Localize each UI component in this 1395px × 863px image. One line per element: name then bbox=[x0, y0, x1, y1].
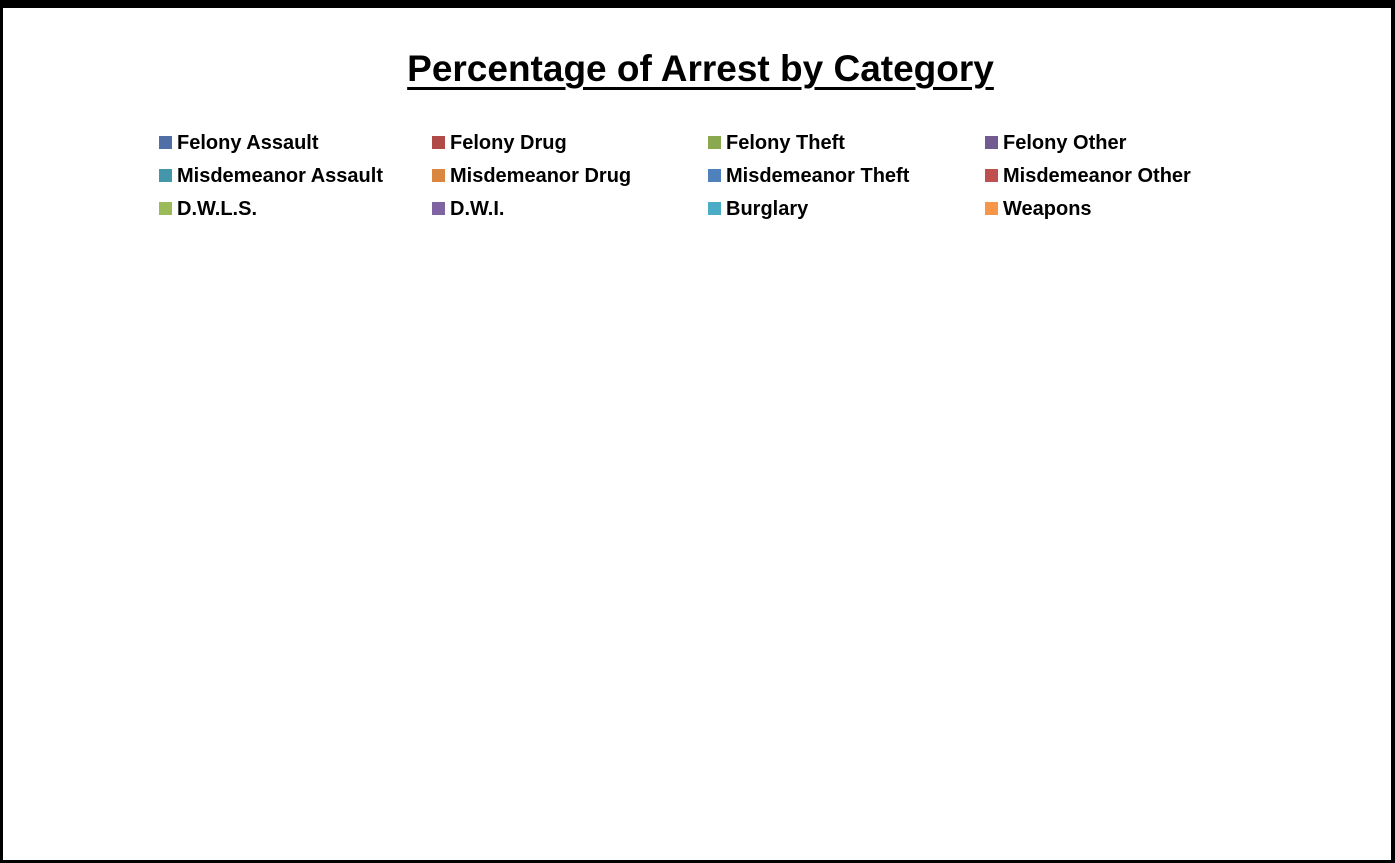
legend-entry: Weapons bbox=[985, 197, 1275, 221]
legend-label: Weapons bbox=[1003, 197, 1092, 221]
legend-label: D.W.I. bbox=[450, 197, 504, 221]
legend-label: Felony Other bbox=[1003, 131, 1126, 155]
legend-label: Felony Assault bbox=[177, 131, 319, 155]
legend-entry: Misdemeanor Assault bbox=[159, 164, 432, 188]
plot-area bbox=[15, 268, 1385, 858]
legend-swatch bbox=[985, 136, 998, 149]
legend-swatch bbox=[708, 136, 721, 149]
legend-label: Misdemeanor Assault bbox=[177, 164, 383, 188]
legend-entry: Burglary bbox=[708, 197, 985, 221]
legend-swatch bbox=[708, 169, 721, 182]
chart-legend: Felony Assault Felony Drug Felony Theft Fel… bbox=[159, 126, 1275, 225]
legend-swatch bbox=[159, 202, 172, 215]
legend-entry: Felony Other bbox=[985, 131, 1275, 155]
legend-entry: Felony Drug bbox=[432, 131, 708, 155]
legend-swatch bbox=[708, 202, 721, 215]
legend-swatch bbox=[432, 169, 445, 182]
legend-entry: Felony Assault bbox=[159, 131, 432, 155]
legend-swatch bbox=[159, 136, 172, 149]
legend-label: Misdemeanor Drug bbox=[450, 164, 631, 188]
legend-swatch bbox=[159, 169, 172, 182]
legend-label: Felony Theft bbox=[726, 131, 845, 155]
legend-label: Misdemeanor Theft bbox=[726, 164, 909, 188]
legend-entry: Felony Theft bbox=[708, 131, 985, 155]
chart-title: Percentage of Arrest by Category bbox=[3, 45, 1395, 93]
legend-entry: Misdemeanor Other bbox=[985, 164, 1275, 188]
legend-swatch bbox=[432, 202, 445, 215]
legend-label: Burglary bbox=[726, 197, 808, 221]
legend-swatch bbox=[985, 169, 998, 182]
legend-swatch bbox=[985, 202, 998, 215]
legend-entry: D.W.I. bbox=[432, 197, 708, 221]
legend-label: Felony Drug bbox=[450, 131, 567, 155]
legend-label: D.W.L.S. bbox=[177, 197, 257, 221]
legend-entry: Misdemeanor Theft bbox=[708, 164, 985, 188]
legend-entry: D.W.L.S. bbox=[159, 197, 432, 221]
legend-entry: Misdemeanor Drug bbox=[432, 164, 708, 188]
legend-swatch bbox=[432, 136, 445, 149]
legend-label: Misdemeanor Other bbox=[1003, 164, 1191, 188]
